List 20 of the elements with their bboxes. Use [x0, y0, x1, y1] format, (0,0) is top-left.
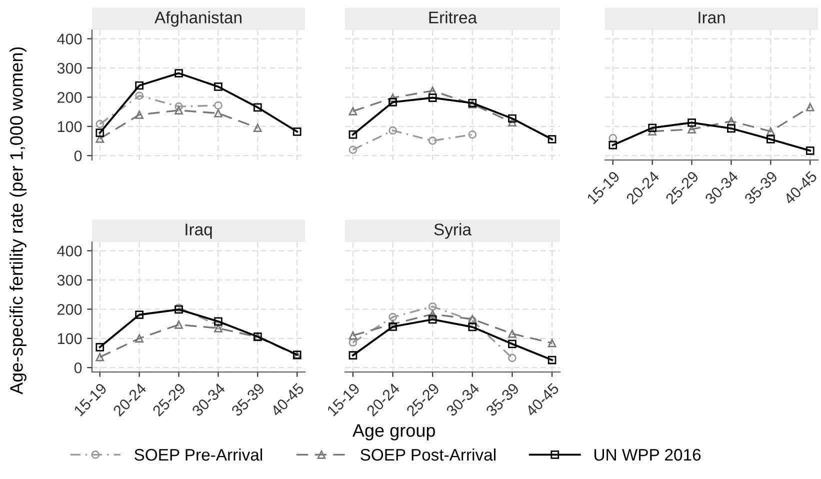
chart-title: Eritrea	[429, 11, 478, 24]
legend-label: UN WPP 2016	[594, 448, 701, 461]
chart-title: Syria	[434, 223, 472, 239]
chart-title: Iraq	[186, 224, 212, 239]
legend-label: SOEP Post-Arrival	[360, 448, 496, 461]
chart-title: Iran	[698, 12, 725, 24]
y-tick-label: 0	[74, 150, 82, 162]
y-tick-label: 300	[57, 62, 82, 74]
y-tick-label: 100	[58, 333, 82, 344]
legend-label: SOEP Pre-Arrival	[134, 448, 262, 461]
y-tick-label: 0	[74, 362, 82, 374]
y-tick-label: 200	[58, 304, 82, 315]
x-axis-title: Age group	[352, 424, 435, 440]
y-axis-title: Age-specific fertility rate (per 1,000 women)	[10, 47, 26, 394]
chart-title: Afghanistan	[154, 11, 242, 27]
y-tick-label: 200	[58, 92, 82, 103]
y-tick-label: 400	[57, 34, 82, 44]
y-tick-label: 300	[57, 274, 82, 286]
y-tick-label: 100	[58, 121, 82, 132]
y-tick-label: 400	[57, 246, 82, 256]
